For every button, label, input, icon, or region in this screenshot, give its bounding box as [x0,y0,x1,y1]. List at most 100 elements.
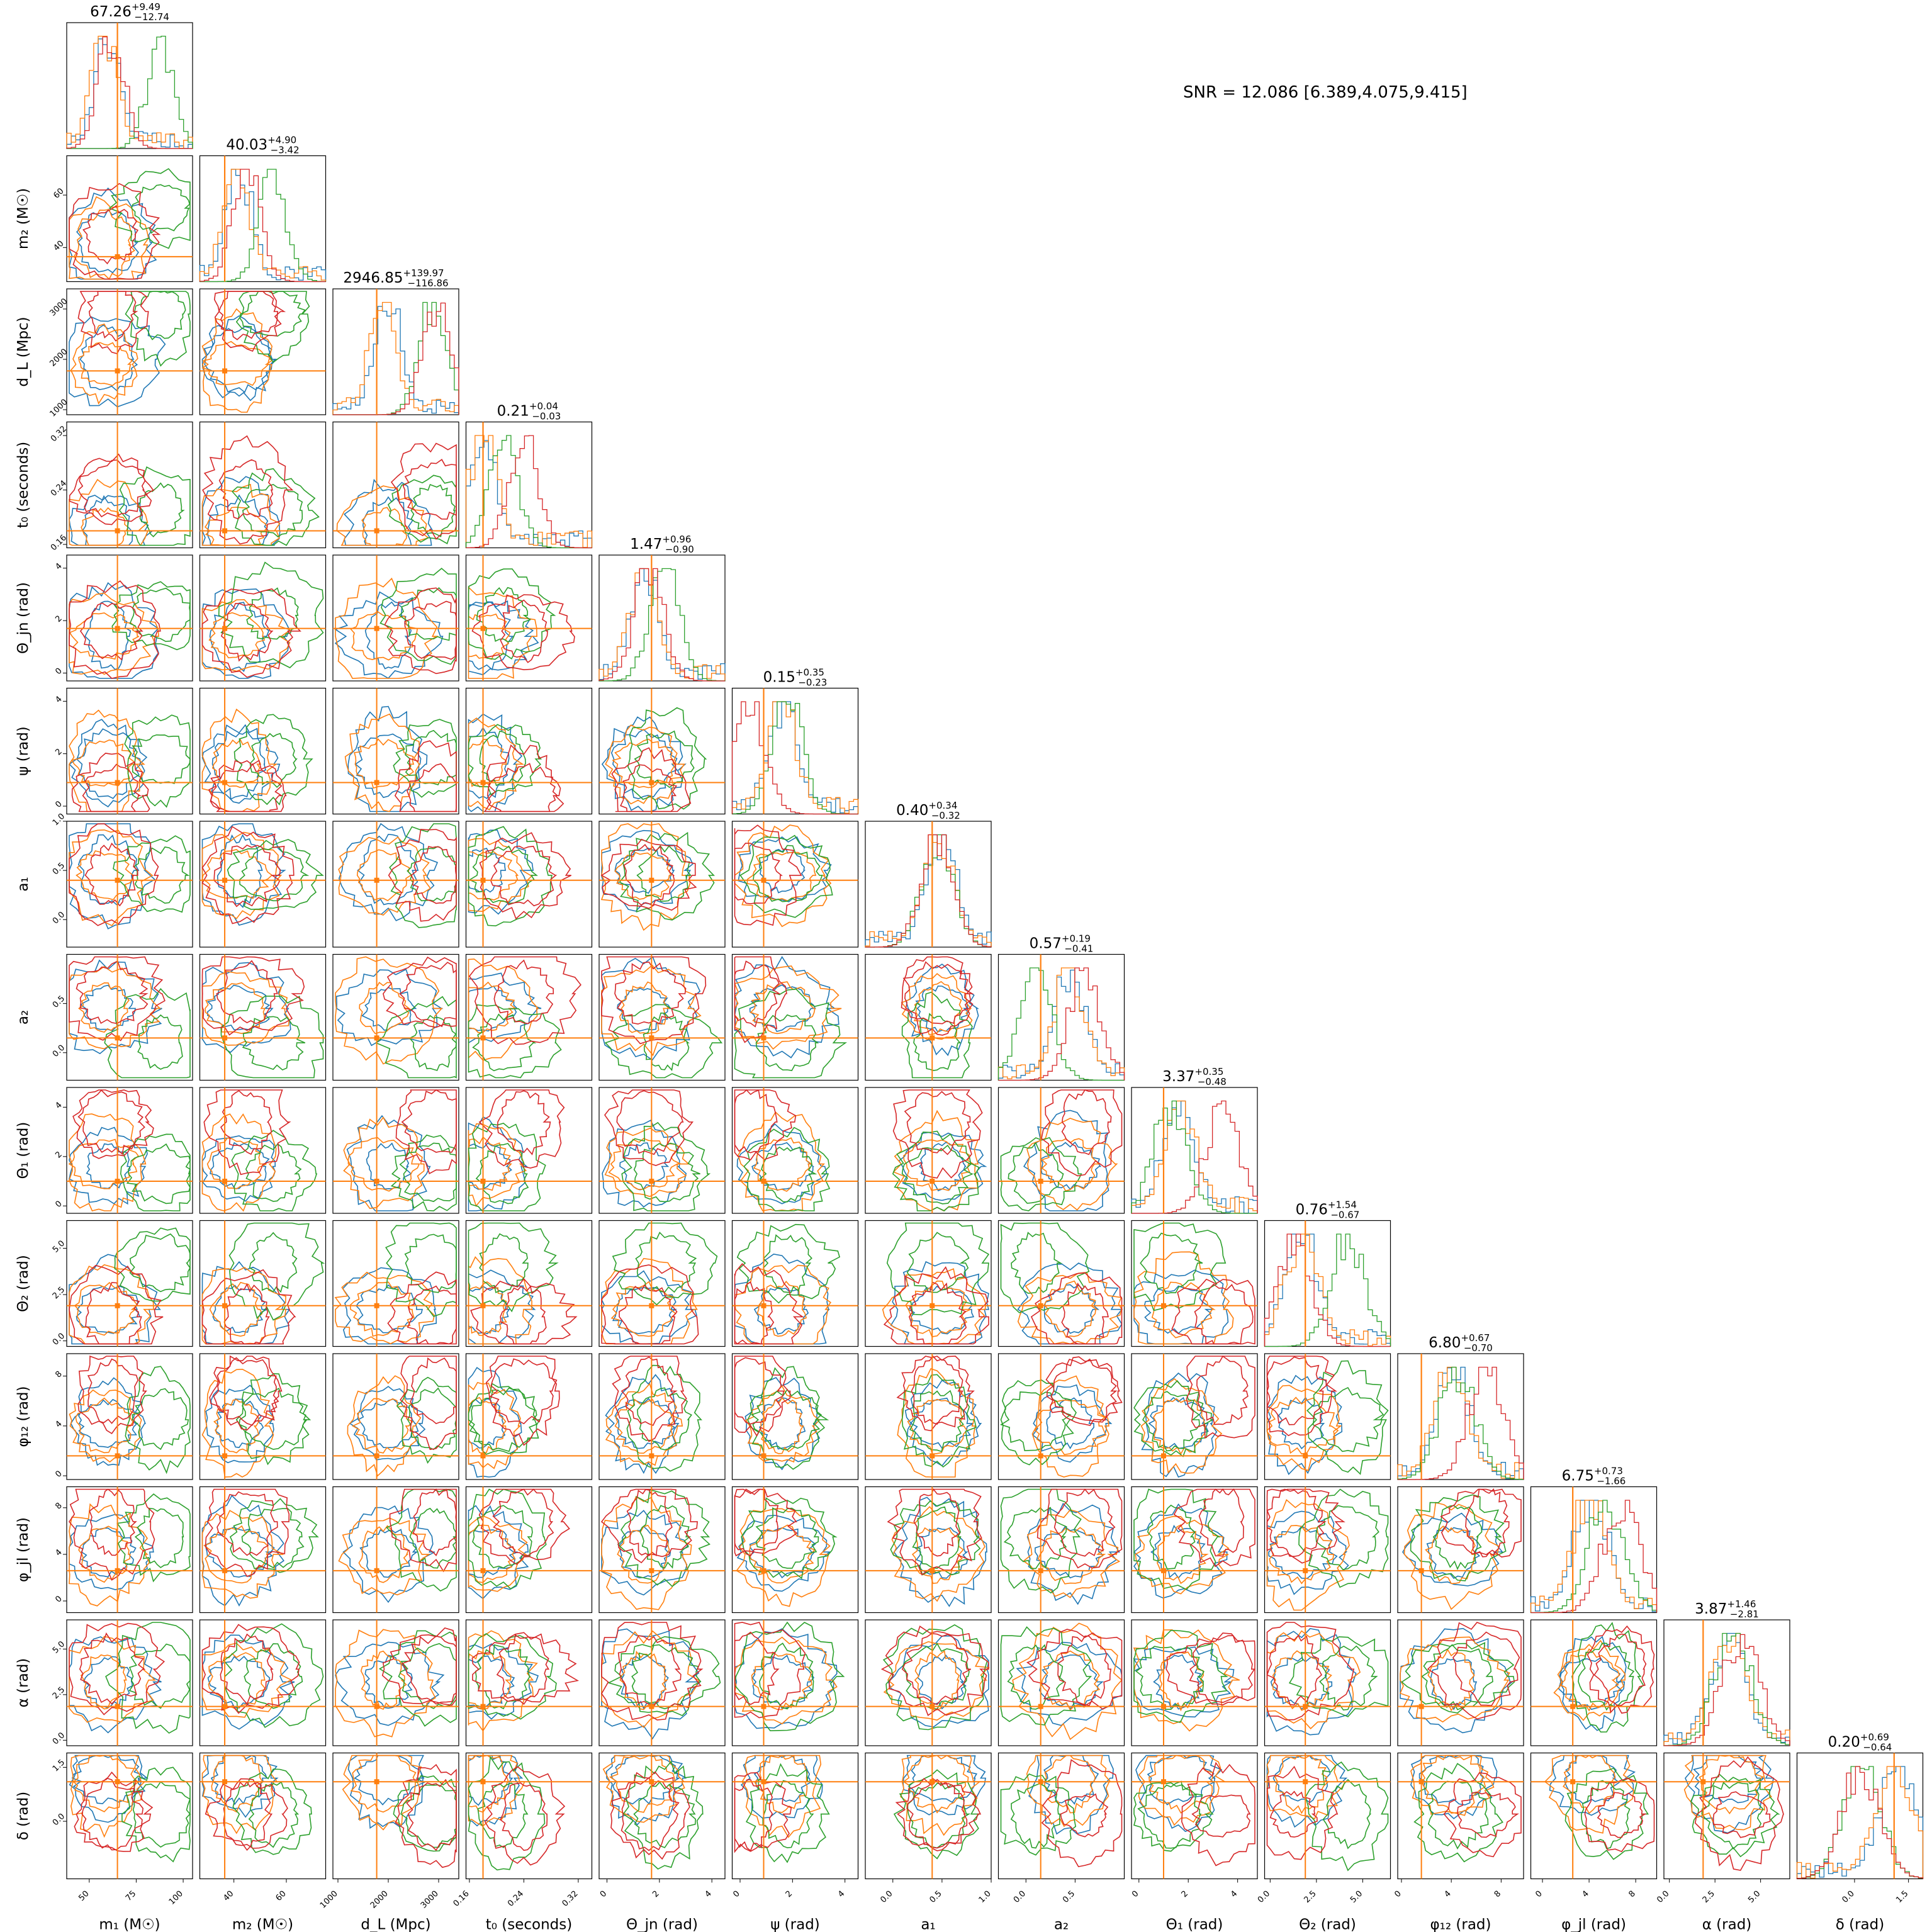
contour-series-1-level-1 [617,1524,670,1584]
contour-series-2-level-1 [475,1644,531,1710]
contour-series-3-level-0 [1587,1625,1655,1714]
contour-series-1-level-0 [343,1116,425,1210]
truth-marker [761,1303,767,1308]
truth-marker [480,877,486,883]
contour-series-3-level-1 [734,1488,779,1557]
contour-series-3-level-1 [210,763,284,812]
contour-series-2-level-0 [468,1633,557,1720]
truth-marker [115,368,120,374]
contour-series-1-level-1 [468,1755,509,1813]
panel-frame [598,1619,726,1746]
contour-series-3-level-1 [81,1777,144,1851]
x-tick-label: 4 [704,1889,714,1899]
contour-series-2-level-0 [120,1133,191,1211]
contour-series-2-level-1 [1142,1391,1200,1452]
contour-series-3-level-1 [734,1089,778,1154]
panel-frame [66,687,193,815]
x-tick-label: 1.0 [977,1889,993,1905]
contour-series-3-level-1 [1061,1089,1112,1155]
truth-marker [115,528,120,534]
panel-title: 0.15+0.35 −0.23 [763,667,828,688]
truth-marker [649,1035,654,1041]
panel-frame [66,821,193,948]
panel-delta-vs-m2: 40 60 [199,1752,327,1903]
contour-series-2-level-0 [468,568,556,660]
contour-series-2-level-0 [387,475,457,544]
panel-alpha-vs-thetajn [598,1619,726,1746]
panel-a2-vs-thetajn [598,953,726,1081]
contour-series-3-level-0 [604,1089,694,1166]
y-tick-label: 0 [53,666,64,677]
x-tick-label: 0 [598,1889,609,1899]
contour-series-1-level-0 [1399,1636,1510,1723]
panel-delta-vs-phi12: 0 4 8 [1393,1752,1524,1899]
histogram-series-1 [598,568,726,681]
truth-marker [1160,1779,1166,1785]
contour-series-3-level-0 [478,1488,570,1565]
contour-series-2-level-0 [390,1134,457,1211]
panel-frame [1663,1752,1790,1880]
contour-series-0-level-1 [1564,1755,1620,1804]
contour-series-0-level-1 [1278,1396,1325,1450]
contour-series-2-level-1 [631,1644,702,1710]
contour-series-3-level-0 [600,1488,698,1564]
contour-series-2-level-0 [1133,1629,1228,1723]
contour-series-2-level-0 [1401,1642,1515,1714]
x-axis-label: α (rad) [1702,1917,1752,1932]
x-axis-label: φ₁₂ (rad) [1430,1917,1491,1932]
contour-series-1-level-0 [335,956,443,1065]
contour-series-1-level-1 [211,1755,265,1813]
truth-marker [374,626,379,631]
truth-marker [929,1035,935,1041]
contour-series-1-level-1 [468,981,517,1033]
histogram-series-2 [997,967,1125,1081]
truth-marker [115,1179,120,1184]
panel-alpha-vs-psi [731,1619,859,1746]
truth-marker [1160,1453,1166,1459]
y-axis-label: φ₁₂ (rad) [15,1386,31,1447]
histogram-series-3 [1264,1233,1391,1347]
panel-m2-vs-m2 [199,155,327,283]
histogram-series-3 [1398,1366,1524,1480]
contour-series-3-level-1 [500,1285,547,1345]
contour-series-1-level-0 [70,1755,146,1838]
panel-phi12-vs-thetajn [598,1353,726,1480]
panel-frame [598,1752,726,1880]
x-tick-label: 4 [1229,1889,1239,1899]
panel-theta2-vs-theta2 [1264,1220,1391,1347]
contour-series-3-level-0 [381,1627,457,1706]
x-tick-label: 8 [1493,1889,1503,1899]
panel-title: 0.21+0.04 −0.03 [497,401,561,422]
panel-frame [332,1087,459,1214]
contour-series-1-level-0 [201,483,281,546]
panel-phijl-vs-theta2 [1264,1486,1391,1614]
contour-series-0-level-0 [1016,1641,1123,1726]
contour-series-3-level-1 [85,1282,142,1345]
contour-series-3-level-0 [1443,1772,1522,1858]
panel-a2-vs-dL [332,953,459,1081]
histogram-series-3 [1663,1634,1790,1746]
panel-frame [731,1619,859,1746]
contour-series-3-level-0 [77,1355,147,1434]
contour-series-2-level-0 [1306,1360,1389,1475]
truth-marker [480,1704,486,1709]
contour-series-1-level-0 [1683,1755,1777,1831]
truth-marker [374,1035,379,1041]
contour-series-1-level-1 [1041,1138,1101,1192]
contour-series-0-level-1 [614,847,675,894]
contour-series-0-level-1 [1147,1755,1215,1806]
panel-alpha-vs-t0 [465,1619,593,1746]
panel-title: 6.75+0.73 −1.66 [1562,1466,1626,1487]
truth-marker [374,1779,379,1785]
panel-psi-vs-m2 [199,687,327,815]
panel-frame [1530,1752,1658,1880]
contour-series-3-level-1 [410,846,457,904]
contour-series-3-level-1 [1191,1794,1251,1838]
truth-marker [480,1779,486,1785]
contour-series-2-level-1 [1011,1232,1063,1294]
contour-series-2-level-0 [745,1763,830,1863]
contour-series-1-level-0 [201,1267,286,1345]
truth-marker [115,626,120,631]
truth-marker [929,1779,935,1785]
contour-series-1-level-0 [600,823,691,931]
